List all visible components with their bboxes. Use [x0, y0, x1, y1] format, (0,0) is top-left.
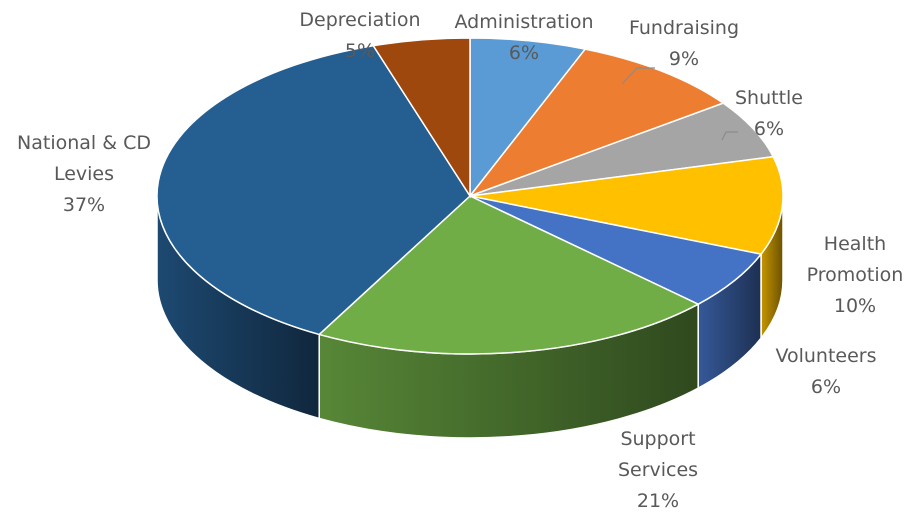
slice-label-depreciation: Depreciation 5% [299, 9, 420, 62]
slice-label-support-services: Support Services 21% [618, 428, 698, 512]
slice-administration [469, 37, 587, 199]
slice-name-shuttle: Shuttle [735, 87, 803, 109]
slice-name-volunteers: Volunteers [775, 345, 876, 367]
slice-label-health-promotion: Health Promotion 10% [807, 233, 904, 317]
slice-health-promotion [469, 155, 784, 255]
slice-shuttle [469, 102, 775, 197]
slice-percent-support-services: 21% [637, 490, 679, 512]
slice-depreciation [372, 37, 471, 199]
slice-name-national-and-cd-levies: Levies [54, 163, 114, 185]
slice-name-support-services: Services [618, 459, 698, 481]
slice-percent-administration: 6% [509, 42, 539, 64]
slice-percent-shuttle: 6% [754, 118, 784, 140]
slice-name-health-promotion: Promotion [807, 264, 904, 286]
slice-label-fundraising: Fundraising 9% [629, 17, 739, 70]
slice-labels: Administration 6% Fundraising 9% Shuttle 6% He… [17, 9, 903, 512]
slice-support-services [317, 195, 700, 355]
slice-label-volunteers: Volunteers 6% [775, 345, 876, 398]
slice-name-national-and-cd-levies: National & CD [17, 132, 151, 154]
slice-percent-fundraising: 9% [669, 48, 699, 70]
slice-percent-health-promotion: 10% [834, 295, 876, 317]
slice-percent-volunteers: 6% [811, 376, 841, 398]
slice-percent-national-and-cd-levies: 37% [63, 194, 105, 216]
leader-lines [621, 67, 738, 141]
slice-label-national-and-cd-levies: National & CD Levies 37% [17, 132, 151, 216]
pie-tops [156, 37, 784, 355]
slice-fundraising [467, 48, 725, 198]
slice-percent-depreciation: 5% [345, 40, 375, 62]
slice-name-depreciation: Depreciation [299, 9, 420, 31]
slice-name-support-services: Support [620, 428, 695, 450]
slice-label-shuttle: Shuttle 6% [735, 87, 803, 140]
slice-label-administration: Administration 6% [454, 11, 593, 64]
slice-name-fundraising: Fundraising [629, 17, 739, 39]
slice-name-administration: Administration [454, 11, 593, 33]
slice-volunteers [469, 195, 763, 305]
pie-sides [156, 195, 784, 439]
leader-line-shuttle [721, 131, 738, 141]
slice-name-health-promotion: Health [824, 233, 886, 255]
slice-national-and-cd-levies [156, 44, 471, 336]
leader-line-fundraising [621, 67, 655, 85]
